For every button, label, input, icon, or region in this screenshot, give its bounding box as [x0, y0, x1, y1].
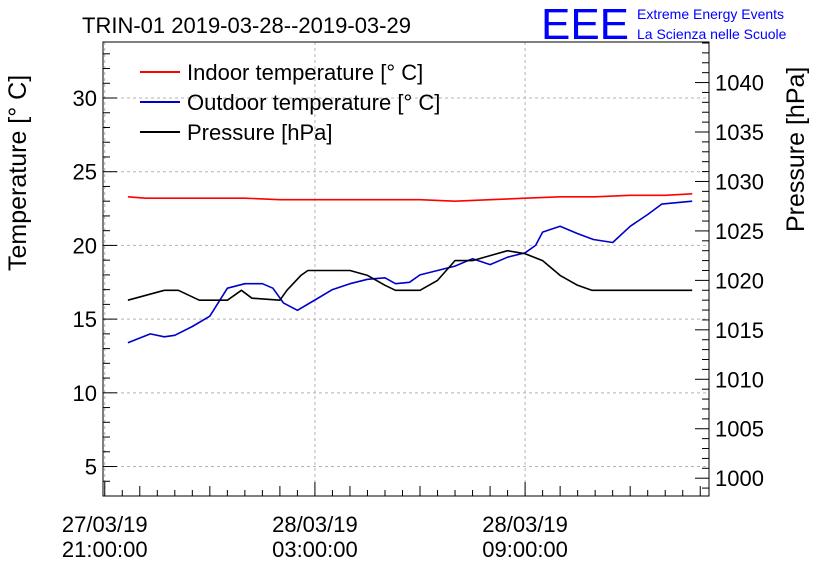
legend-label: Outdoor temperature [° C] [187, 90, 440, 115]
x-tick-label-date: 28/03/19 [482, 512, 568, 537]
y2-tick-label: 1040 [715, 71, 764, 96]
y2-tick-label: 1005 [715, 417, 764, 442]
legend: Indoor temperature [° C] Outdoor temperat… [140, 60, 440, 145]
x-tick-label-time: 03:00:00 [272, 537, 358, 562]
bottom-axis: 27/03/1921:00:0028/03/1903:00:0028/03/19… [62, 482, 701, 562]
grid-lines [103, 42, 709, 496]
chart-title: TRIN-01 2019-03-28--2019-03-29 [82, 13, 411, 38]
y-tick-label: 30 [73, 86, 97, 111]
x-tick-label-date: 28/03/19 [272, 512, 358, 537]
x-tick-label-date: 27/03/19 [62, 512, 148, 537]
y2-tick-label: 1000 [715, 466, 764, 491]
y-tick-label: 10 [73, 381, 97, 406]
left-axis: 5 10 15 20 25 30 [73, 53, 117, 482]
series-line-2 [127, 200, 693, 344]
legend-label: Indoor temperature [° C] [187, 60, 423, 85]
eee-logo-line2: La Scienza nelle Scuole [637, 26, 787, 42]
y-axis-label: Temperature [° C] [4, 75, 32, 271]
series-layer [127, 193, 693, 344]
eee-logo-line1: Extreme Energy Events [637, 6, 784, 22]
y2-tick-label: 1015 [715, 318, 764, 343]
plot-frame [102, 41, 710, 497]
y-tick-label: 5 [85, 455, 97, 480]
y-tick-label: 25 [73, 160, 97, 185]
y2-tick-label: 1010 [715, 367, 764, 392]
y2-tick-label: 1020 [715, 268, 764, 293]
y2-axis-label: Pressure [hPa] [782, 67, 810, 232]
eee-logo-mark: EEE [541, 0, 629, 49]
legend-label: Pressure [hPa] [187, 120, 333, 145]
y2-tick-label: 1030 [715, 169, 764, 194]
y2-tick-label: 1035 [715, 120, 764, 145]
series-line-3 [127, 249, 693, 302]
right-axis: 1000 1005 1010 1015 1020 1025 1030 1035 1040 [695, 42, 764, 491]
y-tick-label: 20 [73, 233, 97, 258]
x-tick-label-time: 09:00:00 [482, 537, 568, 562]
x-tick-label-time: 21:00:00 [62, 537, 148, 562]
eee-logo: EEE Extreme Energy Events La Scienza nel… [541, 0, 787, 49]
y2-tick-label: 1025 [715, 219, 764, 244]
y-tick-label: 15 [73, 307, 97, 332]
series-line-1 [127, 193, 693, 202]
